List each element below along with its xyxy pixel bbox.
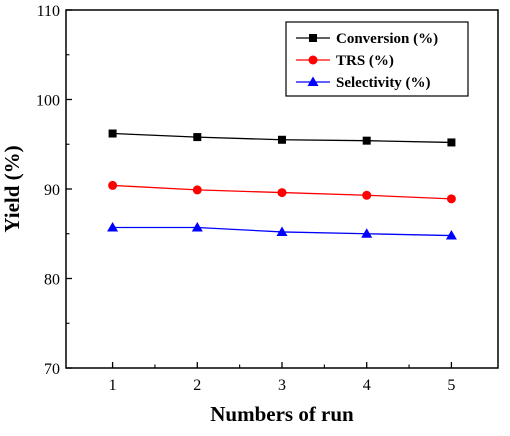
legend: Conversion (%) TRS (%) Selectivity (%) (285, 21, 469, 97)
y-tick-label: 80 (44, 272, 60, 289)
y-tick-label: 70 (44, 361, 60, 378)
data-point (362, 136, 371, 145)
legend-label: TRS (%) (336, 53, 394, 69)
data-point (108, 129, 117, 138)
series-triangle (107, 221, 457, 240)
data-point (277, 188, 287, 198)
series-circle (108, 180, 456, 204)
data-point (191, 221, 203, 232)
data-point (278, 135, 286, 144)
y-tick-label: 110 (37, 3, 60, 20)
legend-label: Selectivity (%) (336, 75, 431, 91)
series-square (108, 129, 456, 147)
data-point (107, 221, 119, 232)
y-axis-title: Yield (%) (0, 145, 24, 232)
series-layer (107, 129, 457, 240)
legend-marker (308, 55, 318, 65)
data-point (276, 226, 288, 236)
data-point (361, 228, 373, 238)
x-tick-label: 1 (109, 377, 117, 394)
data-point (362, 190, 372, 200)
x-tick-label: 5 (447, 377, 455, 394)
data-point (446, 194, 456, 204)
legend-marker (309, 34, 317, 42)
y-tick-label: 100 (36, 93, 60, 110)
data-point (447, 138, 456, 147)
legend-label: Conversion (%) (336, 31, 438, 47)
x-tick-label: 2 (193, 377, 201, 394)
legend-marker (307, 76, 319, 86)
y-tick-label: 90 (44, 182, 60, 199)
data-point (192, 185, 202, 195)
data-point (108, 180, 118, 190)
data-point (445, 230, 457, 240)
x-axis-title: Numbers of run (210, 402, 354, 426)
tick-layer: 70 80 90 100 110 1 2 3 4 5 (36, 3, 455, 394)
x-tick-label: 3 (278, 377, 286, 394)
data-point (193, 133, 202, 142)
x-tick-label: 4 (363, 377, 371, 394)
